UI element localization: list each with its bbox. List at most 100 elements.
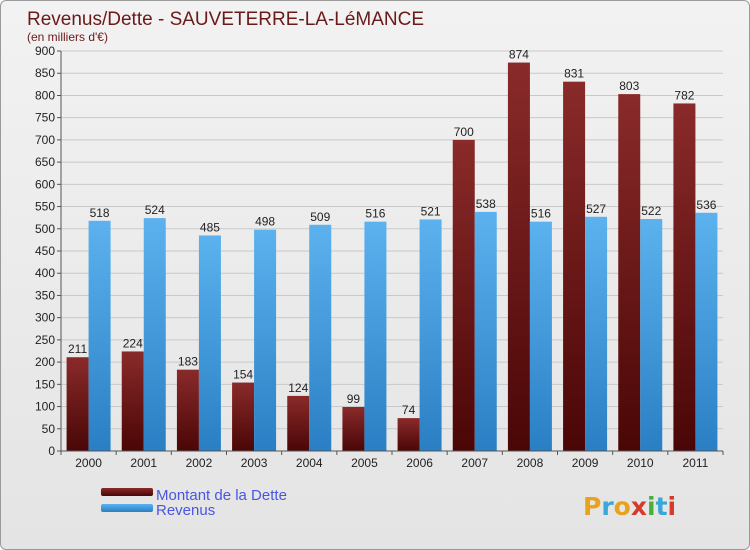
y-tick-label: 700 bbox=[35, 133, 55, 147]
x-tick-label: 2003 bbox=[241, 456, 268, 470]
value-label: 831 bbox=[564, 67, 584, 81]
chart-title: Revenus/Dette - SAUVETERRE-LA-LéMANCE bbox=[27, 9, 424, 30]
chart-subtitle: (en milliers d'€) bbox=[27, 30, 108, 44]
bar-revenus bbox=[309, 224, 332, 451]
value-label: 803 bbox=[619, 79, 639, 93]
logo-letter: t bbox=[656, 492, 668, 521]
bar-revenus bbox=[529, 221, 552, 451]
x-tick-label: 2011 bbox=[683, 456, 709, 470]
x-tick-label: 2008 bbox=[517, 456, 544, 470]
bar-dette bbox=[397, 418, 420, 451]
bar-dette bbox=[342, 407, 365, 451]
y-tick-label: 50 bbox=[42, 422, 56, 436]
y-tick-label: 600 bbox=[35, 177, 55, 191]
value-label: 538 bbox=[476, 197, 496, 211]
bar-dette bbox=[232, 382, 255, 451]
logo-letter: P bbox=[583, 492, 601, 521]
x-tick-label: 2006 bbox=[406, 456, 433, 470]
value-label: 516 bbox=[365, 207, 385, 221]
value-label: 518 bbox=[90, 206, 110, 220]
x-tick-label: 2009 bbox=[572, 456, 599, 470]
x-tick-label: 2004 bbox=[296, 456, 323, 470]
value-label: 527 bbox=[586, 202, 606, 216]
value-label: 509 bbox=[310, 210, 330, 224]
x-tick-label: 2010 bbox=[627, 456, 654, 470]
legend-swatch-revenus bbox=[101, 504, 153, 512]
y-tick-label: 750 bbox=[35, 111, 55, 125]
value-label: 211 bbox=[68, 342, 87, 356]
bar-revenus bbox=[695, 212, 718, 451]
value-label: 124 bbox=[288, 381, 308, 395]
value-label: 154 bbox=[233, 368, 253, 382]
bar-dette bbox=[66, 357, 89, 451]
legend-label-debt: Montant de la Dette bbox=[156, 487, 287, 504]
bar-dette bbox=[287, 395, 310, 451]
y-tick-label: 450 bbox=[35, 244, 55, 258]
bar-dette bbox=[507, 62, 530, 452]
y-tick-label: 900 bbox=[35, 44, 55, 58]
legend-swatch-debt bbox=[101, 488, 153, 496]
value-labels: 211 518 224 524 183 485 154 498 124 509 99 516 74 521… bbox=[68, 48, 717, 418]
y-tick-label: 0 bbox=[48, 444, 55, 458]
y-tick-label: 200 bbox=[35, 355, 55, 369]
gridlines bbox=[61, 50, 723, 452]
y-tick-label: 850 bbox=[35, 66, 55, 80]
legend-label-revenus: Revenus bbox=[156, 502, 215, 519]
logo-letter: o bbox=[614, 492, 631, 521]
x-tick-label: 2002 bbox=[186, 456, 213, 470]
bar-revenus bbox=[585, 216, 608, 451]
bar-revenus bbox=[419, 219, 442, 451]
value-label: 874 bbox=[509, 48, 529, 62]
bar-dette bbox=[563, 81, 586, 452]
value-label: 782 bbox=[674, 88, 694, 102]
value-label: 183 bbox=[178, 355, 198, 369]
bar-dette bbox=[618, 94, 641, 451]
bar-dette bbox=[673, 103, 696, 451]
value-label: 521 bbox=[421, 204, 441, 218]
bars bbox=[66, 62, 718, 452]
y-tick-label: 250 bbox=[35, 333, 55, 347]
value-label: 224 bbox=[123, 336, 143, 350]
value-label: 498 bbox=[255, 215, 275, 229]
logo-letter: r bbox=[601, 492, 614, 521]
y-tick-label: 800 bbox=[35, 88, 55, 102]
y-tick-label: 100 bbox=[35, 400, 55, 414]
proxiti-logo: Proxiti bbox=[583, 492, 676, 521]
bar-dette bbox=[176, 369, 199, 451]
bar-dette bbox=[452, 139, 475, 451]
x-tick-label: 2007 bbox=[461, 456, 488, 470]
legend: Montant de la Dette Revenus bbox=[101, 487, 287, 519]
bar-revenus bbox=[640, 219, 663, 451]
y-axis-ticks: 0 50 100 150 200 250 300 350 400 450 500 550 600 650 7… bbox=[35, 44, 61, 458]
value-label: 522 bbox=[641, 204, 661, 218]
y-tick-label: 300 bbox=[35, 311, 55, 325]
value-label: 99 bbox=[347, 392, 361, 406]
logo-letter: i bbox=[668, 492, 677, 521]
bar-dette bbox=[121, 351, 144, 451]
y-tick-label: 650 bbox=[35, 155, 55, 169]
value-label: 536 bbox=[696, 198, 716, 212]
y-tick-label: 150 bbox=[35, 377, 55, 391]
bar-revenus bbox=[88, 220, 111, 451]
x-tick-label: 2005 bbox=[351, 456, 378, 470]
value-label: 485 bbox=[200, 220, 220, 234]
value-label: 516 bbox=[531, 207, 551, 221]
bar-revenus bbox=[474, 211, 497, 451]
y-tick-label: 350 bbox=[35, 288, 55, 302]
x-axis-ticks: 2000 2001 2002 2003 2004 2005 2006 2007 2008 2009… bbox=[60, 451, 724, 470]
value-label: 74 bbox=[402, 403, 416, 417]
y-tick-label: 500 bbox=[35, 222, 55, 236]
y-tick-label: 400 bbox=[35, 266, 55, 280]
bar-revenus bbox=[364, 221, 387, 451]
value-label: 524 bbox=[145, 203, 165, 217]
x-tick-label: 2000 bbox=[75, 456, 102, 470]
logo-letter: i bbox=[647, 492, 656, 521]
x-tick-label: 2001 bbox=[130, 456, 157, 470]
y-tick-label: 550 bbox=[35, 200, 55, 214]
value-label: 700 bbox=[454, 125, 474, 139]
bar-revenus bbox=[198, 235, 221, 451]
bar-revenus bbox=[143, 218, 166, 451]
bar-revenus bbox=[254, 229, 277, 451]
